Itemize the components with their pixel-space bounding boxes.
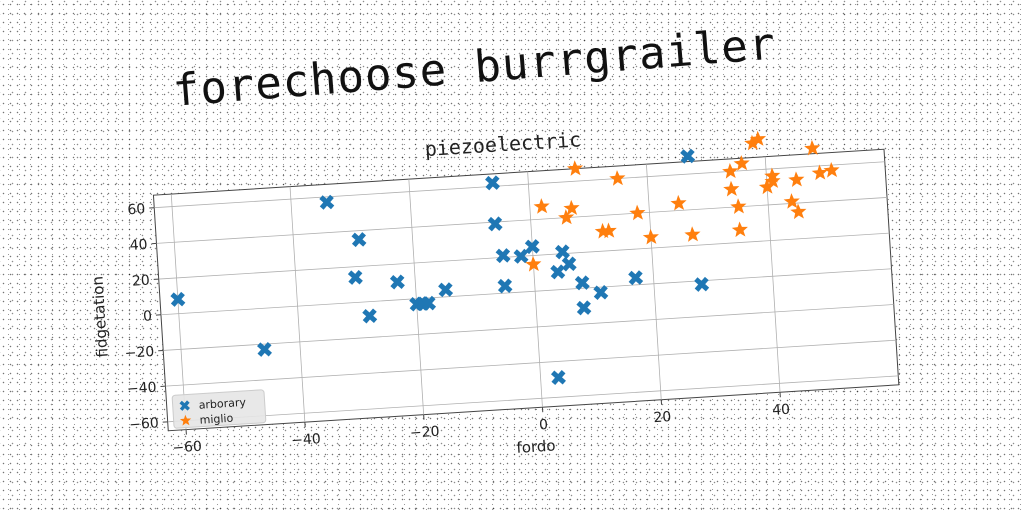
grid-lines [154,156,899,430]
data-point-arborary [421,295,437,311]
y-grid-line [165,339,897,387]
chart-subtitle: piezoelectric [424,127,582,161]
data-point-arborary [485,175,501,191]
data-point-miglio [609,170,626,186]
data-point-arborary [362,308,378,324]
data-point-miglio [758,178,776,195]
data-point-miglio [811,164,828,181]
legend-marker-arborary [179,400,190,411]
x-grid-line [408,179,425,415]
x-grid-line [527,171,543,408]
data-points [170,130,840,386]
data-point-miglio [600,222,617,239]
y-grid-line [154,161,885,209]
data-point-miglio [525,255,542,272]
data-point-arborary [554,244,570,260]
y-tick-label: 40 [129,237,148,254]
data-point-arborary [487,216,503,232]
y-grid-line [156,197,888,244]
data-point-arborary [351,232,367,248]
data-point-miglio [731,221,748,238]
y-tick-label: 20 [132,273,151,290]
data-point-arborary [389,274,405,290]
data-point-arborary [550,370,566,386]
data-point-miglio [764,172,781,189]
data-point-miglio [783,193,800,209]
x-tick-label: −60 [172,439,202,457]
y-axis-label: fidgetation [88,276,111,359]
data-point-arborary [694,276,710,292]
legend-label-miglio: miglio [199,412,234,427]
data-point-arborary [497,278,513,294]
data-point-arborary [513,248,529,264]
y-tick-label: 60 [127,201,146,218]
data-point-miglio [744,134,761,151]
data-point-miglio [804,139,821,156]
data-point-miglio [642,228,659,245]
data-point-miglio [733,155,750,171]
y-grid-line [167,375,899,423]
data-point-miglio [788,171,805,188]
data-point-arborary [257,341,273,357]
data-point-arborary [593,284,609,300]
x-grid-line [289,186,306,423]
y-tick-label: −20 [124,344,154,362]
data-point-arborary [576,300,592,316]
plot-area: piezoelectric −60 −40 −20 0 20 40 −60 −40 −20 0 20… [88,127,900,457]
x-axis-label: fordo [516,436,556,456]
data-point-arborary [347,269,363,285]
data-point-miglio [823,161,840,178]
data-point-miglio [563,199,580,216]
data-point-miglio [670,194,687,211]
x-tick-label: −40 [291,431,321,449]
y-tick-label: −60 [129,415,159,433]
data-point-miglio [629,204,646,221]
data-point-arborary [550,264,566,280]
data-point-miglio [730,198,747,214]
axis-ticks: −60 −40 −20 0 20 40 −60 −40 −20 0 20 40 60 [124,201,791,457]
x-tick-label: 0 [539,417,549,434]
data-point-miglio [533,198,550,214]
data-point-miglio [723,180,740,197]
legend-label-arborary: arborary [198,396,246,412]
data-point-arborary [680,148,696,164]
data-point-miglio [722,162,739,179]
y-tick-label: −40 [127,380,157,398]
x-grid-line [170,194,187,430]
legend-marker-miglio [179,414,192,426]
x-tick-label: 40 [772,402,791,419]
data-point-miglio [684,226,701,242]
data-point-arborary [628,270,644,286]
data-point-arborary [438,282,454,298]
y-tick-label: 0 [143,308,153,325]
x-grid-line [646,164,662,400]
data-point-miglio [749,130,767,147]
data-point-miglio [566,160,584,176]
legend-box [171,389,267,429]
data-point-arborary [561,256,577,272]
data-point-miglio [790,203,807,220]
y-grid-line [160,268,892,316]
y-grid-line [163,304,894,351]
x-tick-label: 20 [653,409,672,426]
x-grid-line [764,156,781,393]
data-point-arborary [524,239,540,255]
data-point-arborary [574,275,590,291]
data-point-arborary [495,248,511,264]
data-point-arborary [319,194,335,210]
data-point-miglio [558,209,575,225]
data-point-arborary [170,291,186,307]
x-tick-label: −20 [410,424,440,442]
plot-frame [152,148,900,432]
